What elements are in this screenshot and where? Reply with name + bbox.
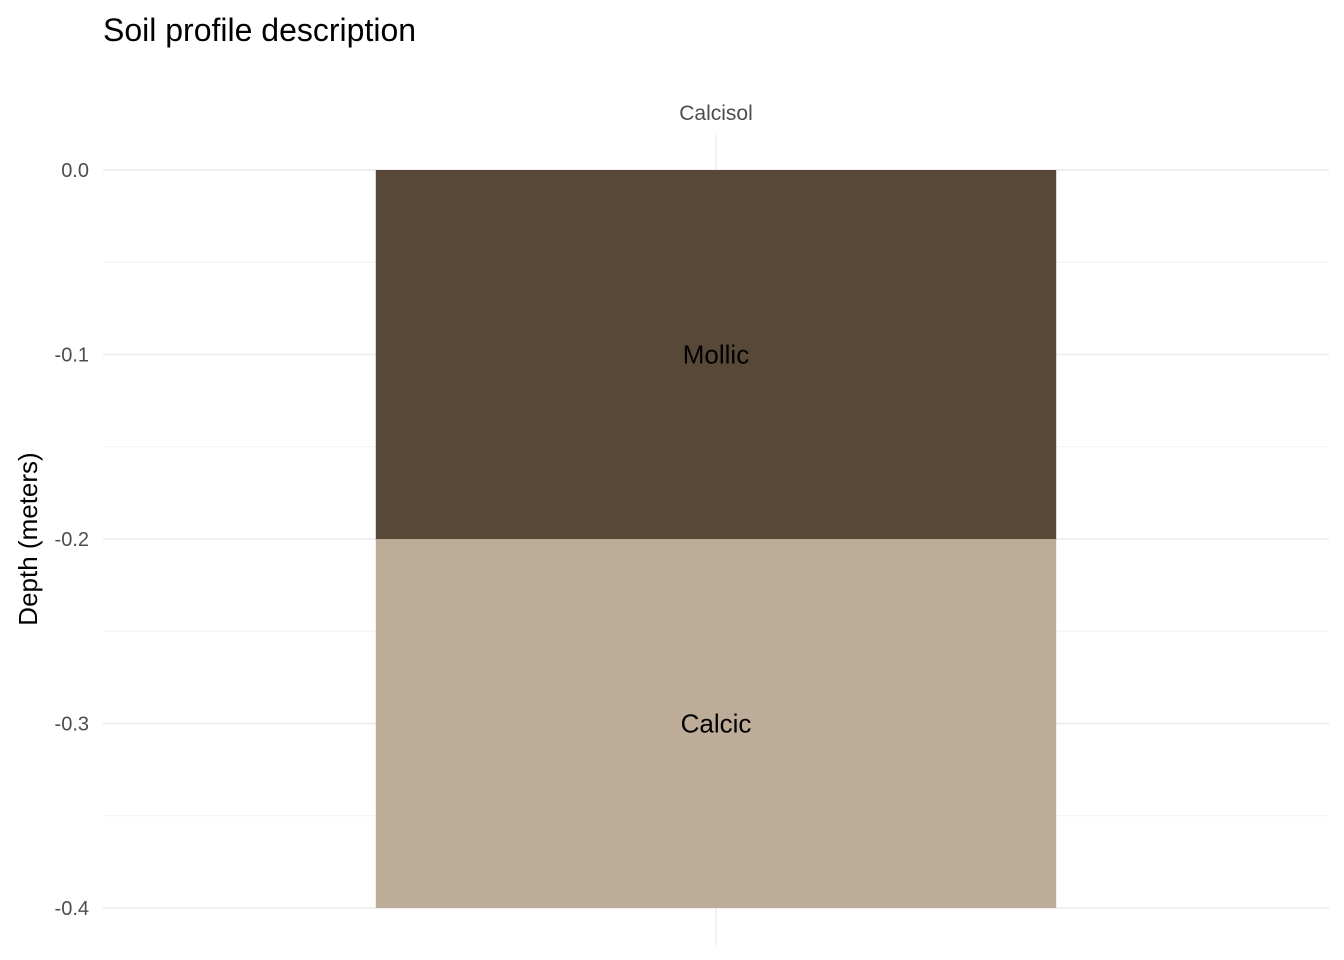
y-axis-ticks: 0.0 -0.1 -0.2 -0.3 -0.4 bbox=[55, 160, 89, 920]
y-axis-label: Depth (meters) bbox=[13, 452, 43, 625]
bars: Mollic Calcic bbox=[375, 170, 1057, 908]
y-tick-label: -0.4 bbox=[55, 898, 89, 920]
y-tick-label: 0.0 bbox=[61, 160, 89, 182]
y-tick-label: -0.2 bbox=[55, 529, 89, 551]
x-axis-categories: Calcisol bbox=[679, 102, 753, 125]
horizon-bar-mollic bbox=[375, 170, 1057, 539]
x-category-label: Calcisol bbox=[679, 102, 753, 125]
horizon-label: Mollic bbox=[683, 340, 749, 370]
horizon-bar-calcic bbox=[375, 539, 1057, 908]
chart-title: Soil profile description bbox=[103, 12, 416, 48]
y-tick-label: -0.3 bbox=[55, 714, 89, 736]
horizon-label: Calcic bbox=[681, 709, 752, 739]
y-tick-label: -0.1 bbox=[55, 345, 89, 367]
